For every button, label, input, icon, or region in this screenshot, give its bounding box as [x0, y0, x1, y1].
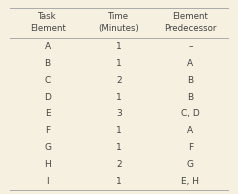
- Text: E: E: [45, 109, 50, 119]
- Text: 2: 2: [116, 76, 122, 85]
- Text: H: H: [44, 160, 51, 169]
- Text: Task
Element: Task Element: [30, 12, 65, 33]
- Text: Element
Predecessor: Element Predecessor: [164, 12, 217, 33]
- Text: 1: 1: [116, 59, 122, 68]
- Text: A: A: [187, 126, 193, 135]
- Text: B: B: [187, 76, 193, 85]
- Text: A: A: [187, 59, 193, 68]
- Text: C: C: [45, 76, 51, 85]
- Text: –: –: [188, 42, 193, 51]
- Text: E, H: E, H: [181, 177, 199, 186]
- Text: 1: 1: [116, 93, 122, 101]
- Text: 1: 1: [116, 42, 122, 51]
- Text: C, D: C, D: [181, 109, 200, 119]
- Text: Time
(Minutes): Time (Minutes): [99, 12, 139, 33]
- Text: 3: 3: [116, 109, 122, 119]
- Text: 1: 1: [116, 177, 122, 186]
- Text: F: F: [188, 143, 193, 152]
- Text: 2: 2: [116, 160, 122, 169]
- Text: A: A: [45, 42, 51, 51]
- Text: G: G: [187, 160, 194, 169]
- Text: 1: 1: [116, 143, 122, 152]
- Text: D: D: [44, 93, 51, 101]
- Text: I: I: [46, 177, 49, 186]
- Text: B: B: [187, 93, 193, 101]
- Text: 1: 1: [116, 126, 122, 135]
- Text: G: G: [44, 143, 51, 152]
- Text: F: F: [45, 126, 50, 135]
- Text: B: B: [45, 59, 51, 68]
